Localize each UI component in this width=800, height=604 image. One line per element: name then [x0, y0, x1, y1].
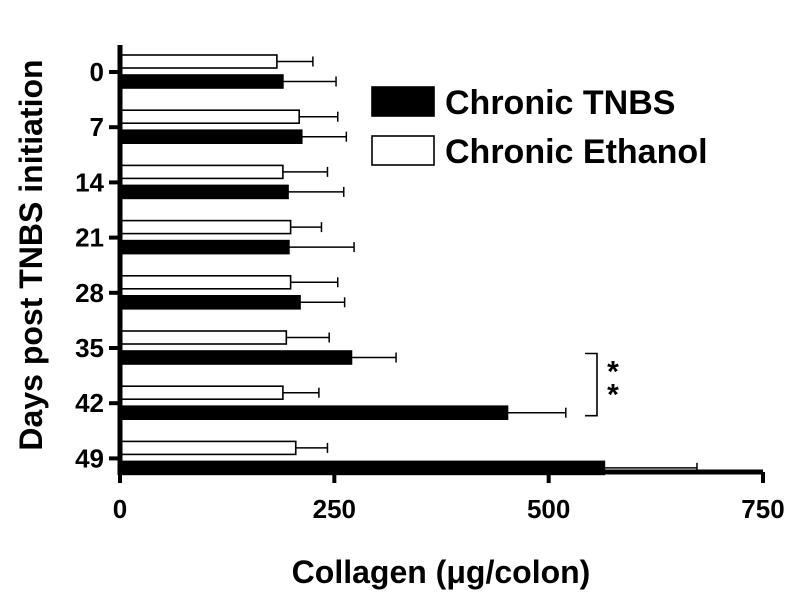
legend-swatch-tnbs [371, 86, 435, 117]
bar-tnbs-day-35 [119, 350, 353, 365]
bar-tnbs-day-28 [119, 294, 301, 310]
y-tick-label-35: 35 [75, 333, 104, 363]
bar-tnbs-day-21 [119, 239, 290, 255]
y-tick-label-42: 42 [75, 388, 104, 418]
legend: Chronic TNBS Chronic Ethanol [371, 84, 708, 171]
significance-star-2: * [607, 379, 619, 412]
bar-ethanol-day-42 [119, 385, 284, 401]
bar-ethanol-day-21 [119, 219, 292, 235]
bar-ethanol-day-35 [119, 330, 288, 345]
bar-ethanol-day-28 [119, 274, 292, 290]
bar-ethanol-day-49 [119, 440, 297, 456]
y-tick-label-28: 28 [75, 278, 104, 308]
legend-label-ethanol: Chronic Ethanol [445, 133, 708, 171]
bar-tnbs-day-14 [119, 184, 289, 200]
legend-label-tnbs: Chronic TNBS [445, 84, 675, 122]
x-tick-label-250: 250 [313, 494, 356, 524]
bar-ethanol-day-14 [119, 164, 284, 180]
bars-layer [119, 54, 698, 476]
x-axis-title: Collagen (μg/colon) [292, 554, 591, 590]
significance-star-1: * [607, 356, 619, 389]
x-tick-label-750: 750 [741, 494, 784, 524]
annotations: ** [585, 352, 619, 417]
y-tick-label-7: 7 [90, 112, 104, 142]
bar-ethanol-day-7 [119, 109, 300, 124]
legend-swatch-ethanol [371, 135, 435, 166]
bar-tnbs-day-7 [119, 129, 303, 144]
y-axis-title: Days post TNBS initiation [13, 59, 49, 450]
y-tick-label-21: 21 [75, 223, 104, 253]
y-tick-label-14: 14 [75, 167, 104, 197]
axes-layer: 0 7 14 21 28 35 42 49 0 250 500 750 Collagen (μg/col… [13, 45, 785, 590]
significance-bracket [585, 352, 598, 417]
x-tick-label-500: 500 [527, 494, 570, 524]
y-tick-label-49: 49 [75, 443, 104, 473]
bar-ethanol-day-0 [119, 54, 278, 69]
y-tick-label-0: 0 [90, 57, 104, 87]
bar-tnbs-day-42 [119, 405, 509, 421]
x-tick-label-0: 0 [113, 494, 127, 524]
bar-tnbs-day-0 [119, 74, 284, 89]
